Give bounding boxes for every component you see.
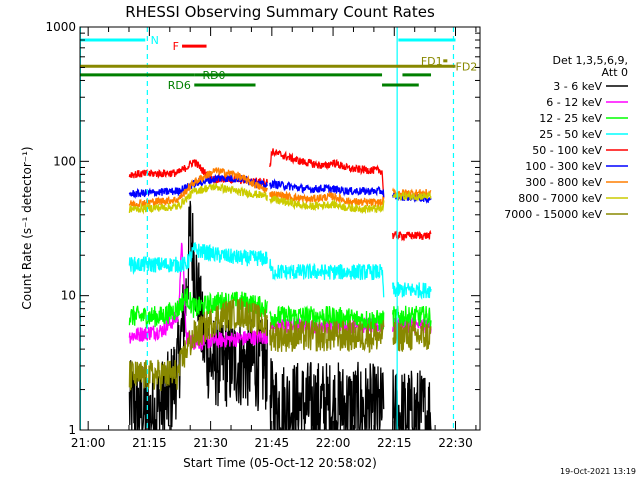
x-tick-label: 21:45	[255, 436, 290, 450]
flag-label-fd2: FD2	[456, 60, 478, 73]
x-axis-label: Start Time (05-Oct-12 20:58:02)	[183, 456, 377, 470]
legend-label: 300 - 800 keV	[525, 176, 602, 189]
legend-label: 6 - 12 keV	[546, 96, 602, 109]
flag-label-fd1: FD1	[421, 55, 443, 68]
y-tick-label: 100	[53, 154, 76, 168]
flag-label-n: N	[151, 34, 159, 47]
x-tick-label: 22:15	[377, 436, 412, 450]
legend-label: 50 - 100 keV	[532, 144, 602, 157]
legend-header-line: Det 1,3,5,6,9,	[552, 54, 628, 67]
series-line-2	[128, 287, 432, 332]
plot-area: N F FD1 FD2 RD0 RD6	[79, 26, 481, 431]
x-tick-label: 21:30	[193, 436, 228, 450]
legend-label: 25 - 50 keV	[539, 128, 602, 141]
series-line-7	[128, 182, 432, 215]
series-line-8	[128, 298, 432, 392]
y-axis-ticks: 1 10 100 1000	[45, 20, 480, 437]
y-tick-label: 10	[61, 289, 76, 303]
flag-label-rd6: RD6	[168, 79, 191, 92]
legend-header-line: Att 0	[602, 66, 628, 79]
x-tick-label: 21:15	[132, 436, 167, 450]
flag-label-f: F	[173, 40, 179, 53]
legend-label: 100 - 300 keV	[525, 160, 602, 173]
x-tick-label: 21:00	[71, 436, 106, 450]
flag-label-rd0: RD0	[202, 69, 225, 82]
y-axis-label: Count Rate (s⁻¹ detector⁻¹)	[20, 146, 34, 309]
legend: Det 1,3,5,6,9,Att 03 - 6 keV 6 - 12 keV 12…	[504, 54, 628, 221]
x-tick-label: 22:00	[316, 436, 351, 450]
plot-frame	[79, 26, 481, 431]
y-tick-label: 1000	[45, 20, 76, 34]
timestamp: 19-Oct-2021 13:19	[560, 467, 636, 476]
y-tick-label: 1	[68, 423, 76, 437]
series-line-3	[128, 242, 432, 301]
legend-label: 7000 - 15000 keV	[504, 208, 602, 221]
legend-label: 12 - 25 keV	[539, 112, 602, 125]
legend-label: 800 - 7000 keV	[518, 192, 602, 205]
legend-label: 3 - 6 keV	[553, 80, 602, 93]
series-line-6	[128, 167, 432, 210]
x-axis-ticks: 21:00 21:15 21:30 21:45 22:00 22:15 22:30	[71, 27, 477, 450]
x-tick-label: 22:30	[438, 436, 473, 450]
chart-title: RHESSI Observing Summary Count Rates	[125, 3, 435, 21]
